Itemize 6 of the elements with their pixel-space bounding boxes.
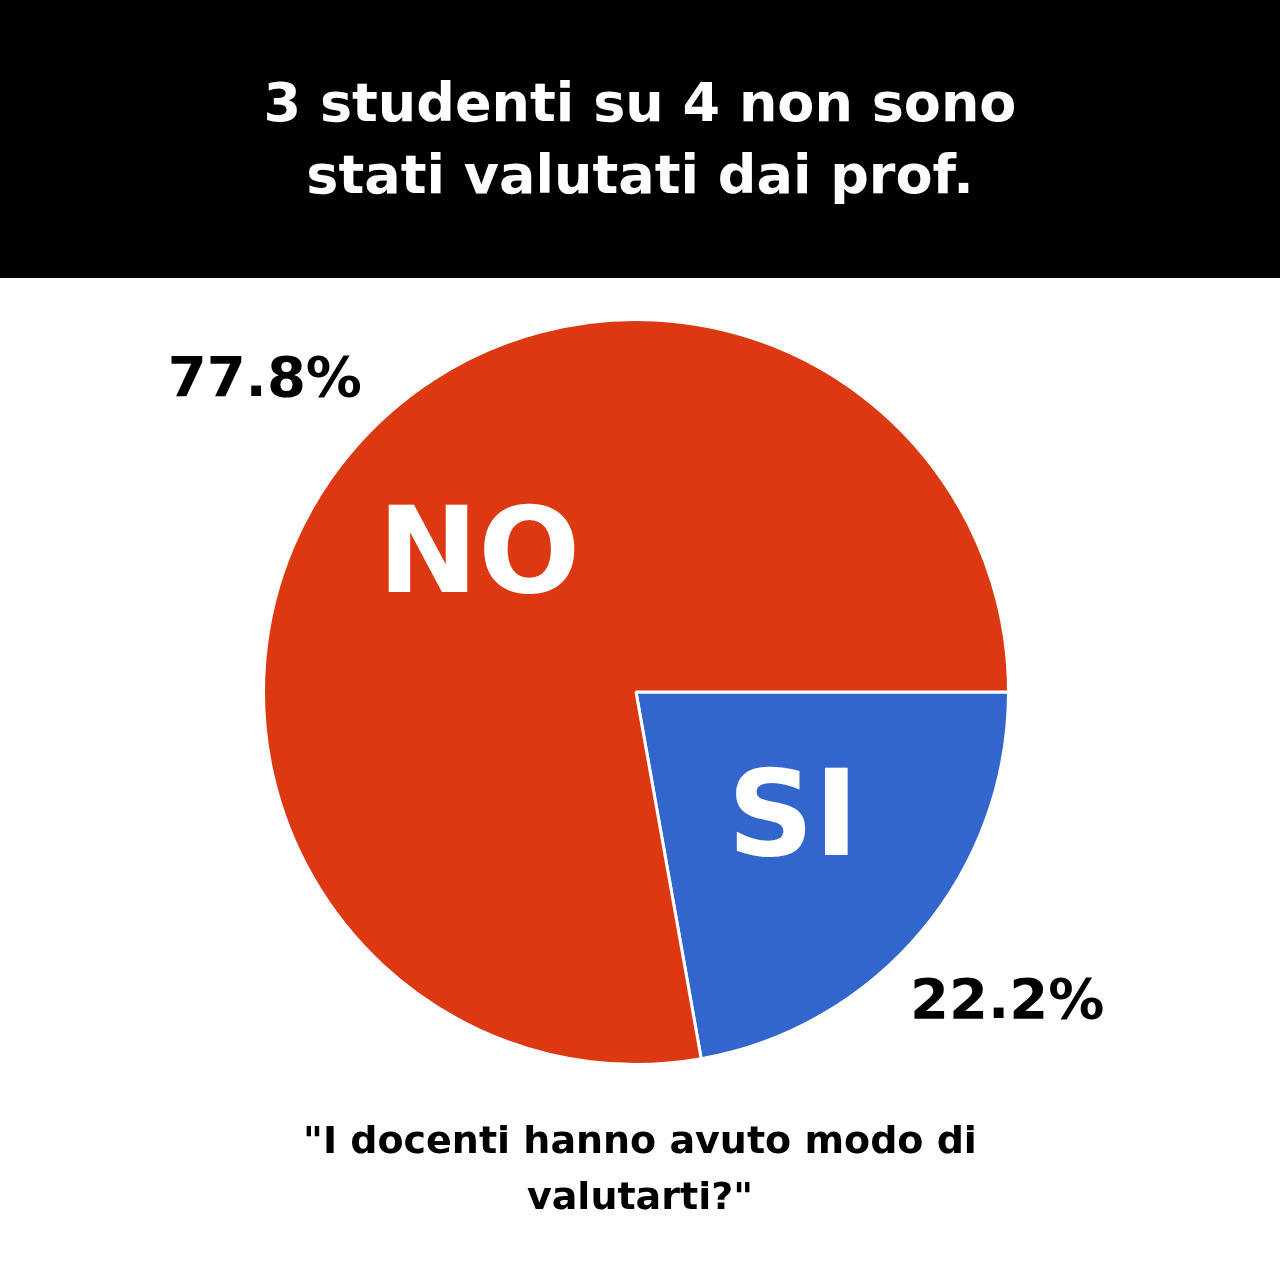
data-label: 22.2% — [910, 965, 1105, 1031]
text: "I docenti hanno avuto modo di valutarti?" — [302, 1117, 978, 1220]
chart-title: 3 studenti su 4 non sono stati valutati dai prof. — [262, 70, 1018, 208]
slice-label: NO — [377, 480, 581, 620]
slice-label: SI — [727, 743, 859, 883]
data-label: 77.8% — [167, 343, 362, 409]
